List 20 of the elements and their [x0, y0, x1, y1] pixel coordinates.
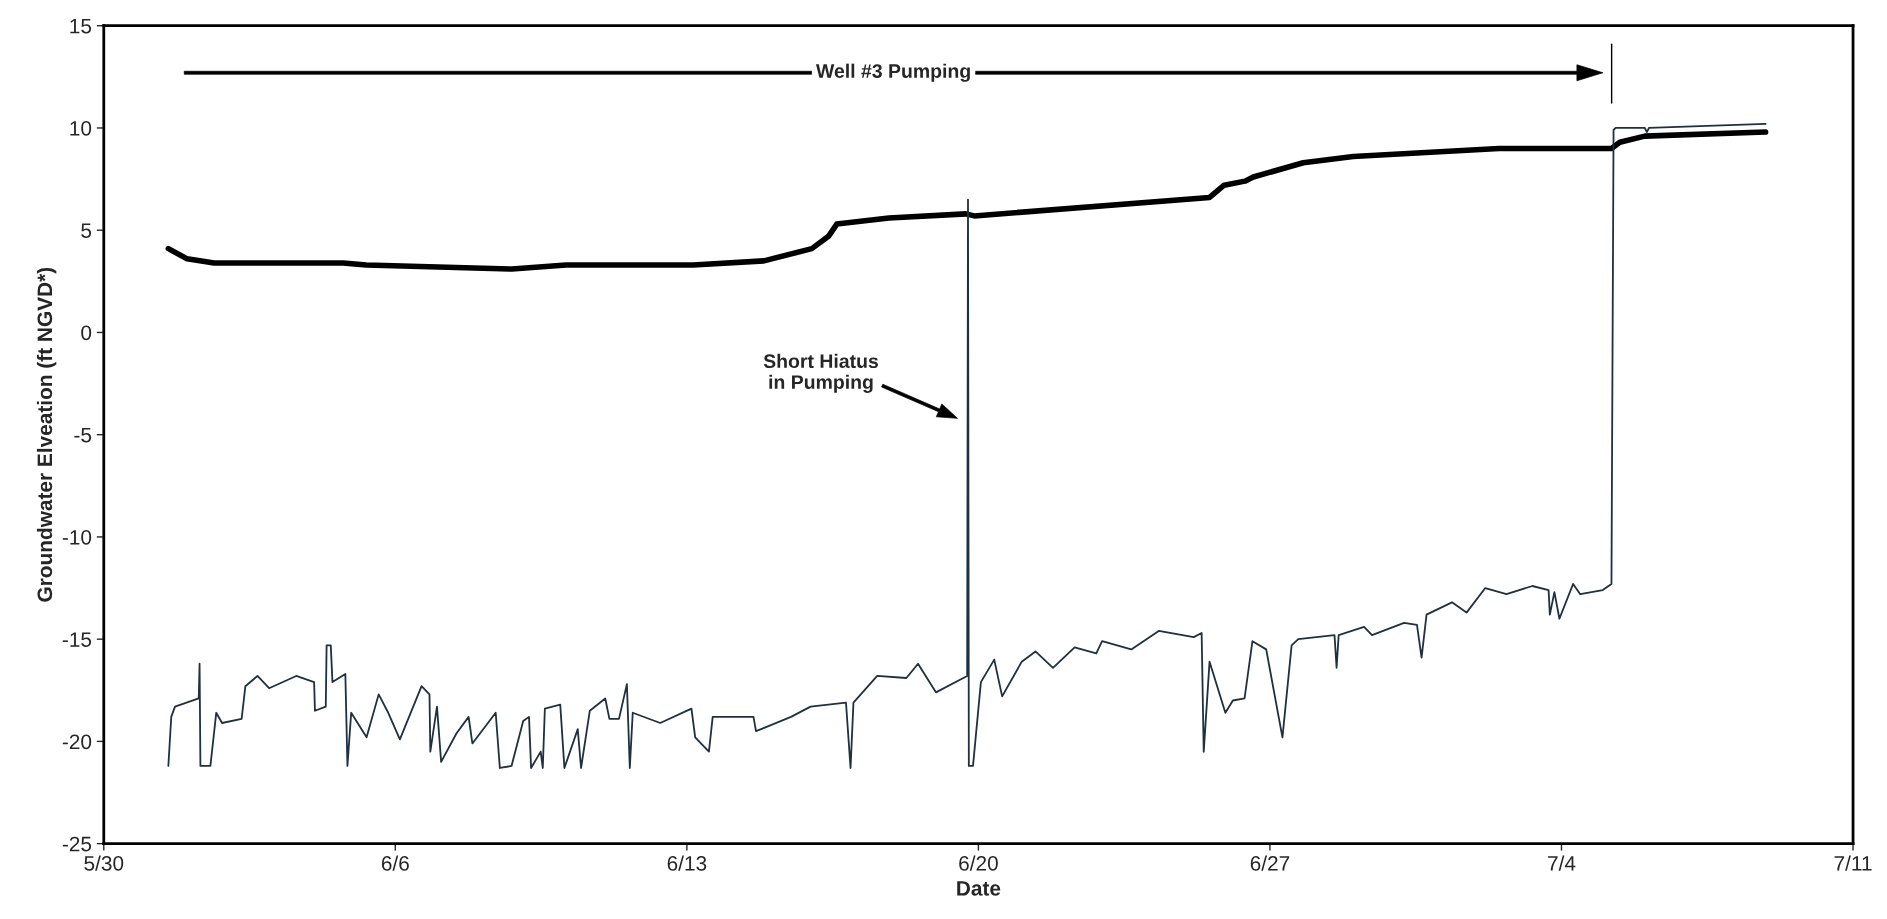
x-tick-label: 6/6: [381, 855, 409, 871]
y-tick-label: -25: [62, 836, 92, 852]
x-tick-label: 7/11: [1834, 855, 1872, 871]
y-tick-label: -10: [62, 529, 92, 545]
y-tick-label: 15: [70, 18, 92, 34]
y-tick-label: -20: [62, 734, 92, 750]
y-tick-label: 0: [81, 325, 92, 341]
y-axis-title: Groundwater Elveation (ft NGVD*): [36, 267, 57, 602]
y-tick-label: -5: [74, 427, 92, 443]
x-tick-label: 5/30: [84, 855, 124, 871]
annotation: Well #3 Pumping: [815, 63, 970, 82]
y-tick-label: -15: [62, 632, 92, 647]
y-tick-label: 5: [81, 223, 92, 238]
x-tick-label: 6/27: [1250, 855, 1290, 871]
y-tick-label: 10: [70, 120, 92, 136]
annotation: Short Hiatus in Pumping: [763, 353, 878, 393]
x-tick-label: 7/4: [1548, 855, 1576, 871]
x-tick-label: 6/20: [959, 855, 998, 871]
x-axis-title: Date: [957, 881, 1001, 896]
x-tick-label: 6/13: [667, 855, 707, 871]
